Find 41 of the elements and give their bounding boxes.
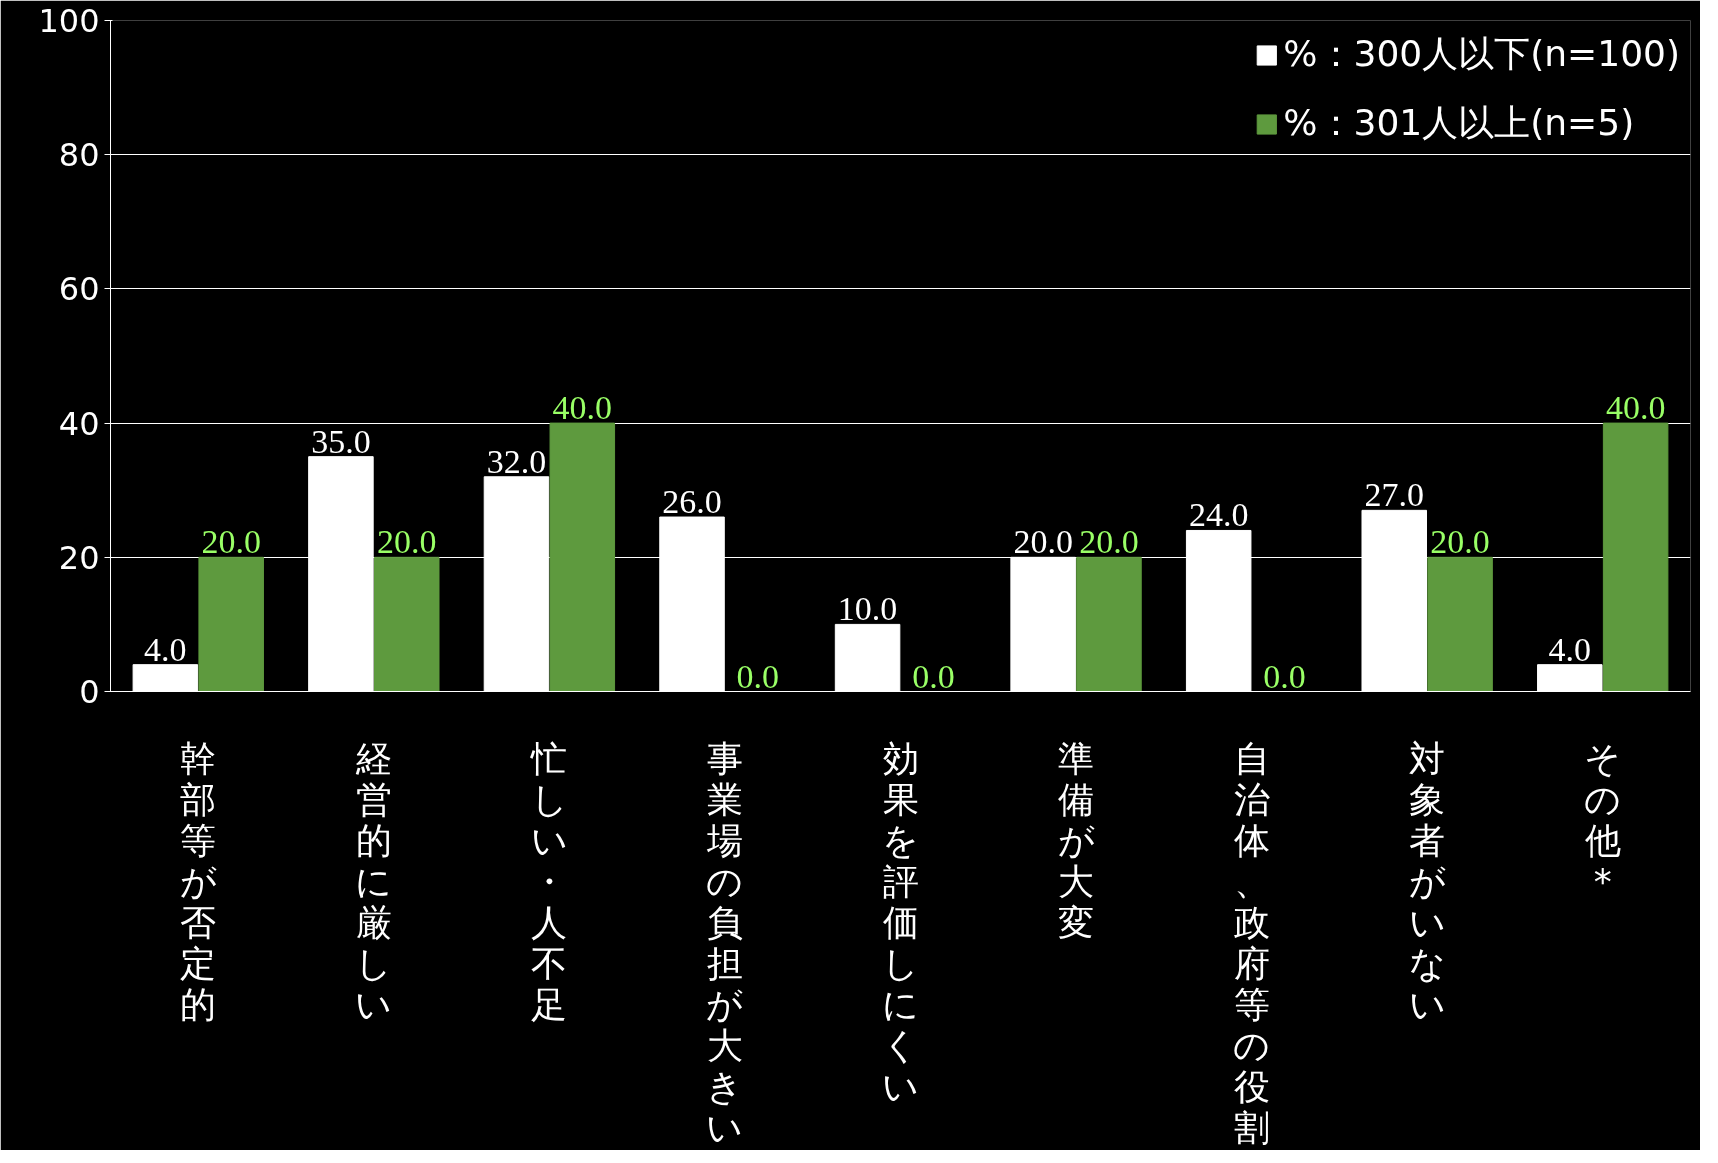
category-label: 自治体、政府等の役割 xyxy=(1233,737,1271,1148)
y-tick-label: 100 xyxy=(38,2,100,40)
bar xyxy=(549,422,616,692)
x-tick-label: 準備が大変 xyxy=(1057,737,1095,943)
data-label: 24.0 xyxy=(1188,496,1249,534)
legend-label: %：301人以上(n=5) xyxy=(1283,101,1635,145)
x-tick-label: その他* xyxy=(1584,737,1622,902)
x-tick-label: 対象者がいない xyxy=(1408,737,1446,1025)
data-label: 20.0 xyxy=(1430,523,1490,561)
data-label: 20.0 xyxy=(377,523,437,561)
data-label: 20.0 xyxy=(1079,523,1139,561)
bar xyxy=(1076,556,1142,692)
bar xyxy=(373,556,440,692)
category-label: 効果を評価しにくい xyxy=(882,737,919,1107)
y-tick-label: 80 xyxy=(58,136,100,175)
bar xyxy=(1602,422,1669,692)
y-tick-label: 40 xyxy=(58,404,100,443)
y-tick-label: 20 xyxy=(58,538,100,577)
x-tick-label: 経営的に厳しい xyxy=(354,737,393,1025)
data-label: 20.0 xyxy=(201,523,261,561)
category-label: 事業場の負担が大きい xyxy=(706,737,744,1148)
y-tick-label: 60 xyxy=(58,270,100,309)
data-label: 4.0 xyxy=(144,630,187,668)
data-label: 35.0 xyxy=(311,422,371,460)
data-label: 0.0 xyxy=(912,657,955,695)
data-label: 27.0 xyxy=(1364,476,1424,514)
data-label: 0.0 xyxy=(1263,657,1306,695)
data-label: 20.0 xyxy=(1013,523,1073,561)
data-label: 0.0 xyxy=(736,657,780,695)
data-label: 40.0 xyxy=(552,389,613,427)
x-tick-label: 幹部等が否定的 xyxy=(179,737,217,1025)
data-label: 26.0 xyxy=(662,483,722,521)
bar xyxy=(198,556,264,692)
bar xyxy=(1427,556,1493,692)
data-label: 10.0 xyxy=(837,590,898,628)
data-label: 32.0 xyxy=(486,442,547,480)
y-tick-label: 0 xyxy=(79,673,100,711)
data-label: 4.0 xyxy=(1548,630,1592,668)
legend-label: %：300人以下(n=100) xyxy=(1283,32,1680,76)
x-tick-label: 忙しい・人不足 xyxy=(530,737,568,1025)
data-label: 40.0 xyxy=(1605,389,1666,427)
